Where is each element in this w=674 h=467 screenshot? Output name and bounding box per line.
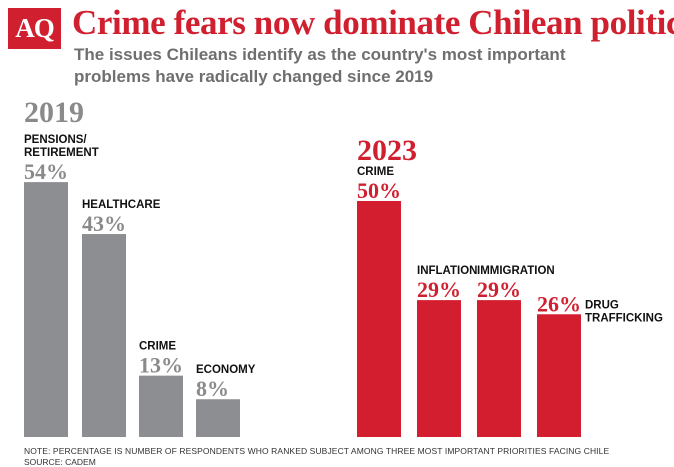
year-2023-label: 2023 [357,134,417,167]
year-2019-label: 2019 [24,96,84,129]
value-label: 50% [357,178,401,203]
bar-2023-inflation [417,300,461,437]
value-label: 54% [24,159,68,184]
value-label: 29% [477,277,521,302]
category-label: ECONOMY [196,364,256,376]
category-label: CRIME [357,166,394,178]
aq-logo: AQ [8,8,61,49]
bar-2019-crime [139,375,183,437]
chart-title: Crime fears now dominate Chilean politic… [72,3,674,42]
value-label: 8% [196,376,229,401]
category-label: HEALTHCARE [82,199,161,211]
footnote: NOTE: PERCENTAGE IS NUMBER OF RESPONDENT… [24,446,610,456]
category-label: CRIME [139,341,176,353]
bar-2019-pensions-retirement [24,182,68,437]
bar-2019-healthcare [82,234,126,437]
category-label: INFLATION [417,265,477,277]
source-note: SOURCE: CADEM [24,457,96,467]
bar-2019-economy [196,399,240,437]
category-label: DRUG TRAFFICKING [585,299,663,324]
value-label: 43% [82,211,126,236]
bar-2023-drug-trafficking [537,314,581,437]
category-label: IMMIGRATION [477,265,555,277]
bar-2023-crime [357,201,401,437]
chart-subtitle: The issues Chileans identify as the coun… [74,45,566,86]
category-label: PENSIONS/RETIREMENT [24,134,99,159]
value-label: 29% [417,277,461,302]
value-label: 26% [537,291,581,316]
bar-2023-immigration [477,300,521,437]
value-label: 13% [139,353,183,378]
